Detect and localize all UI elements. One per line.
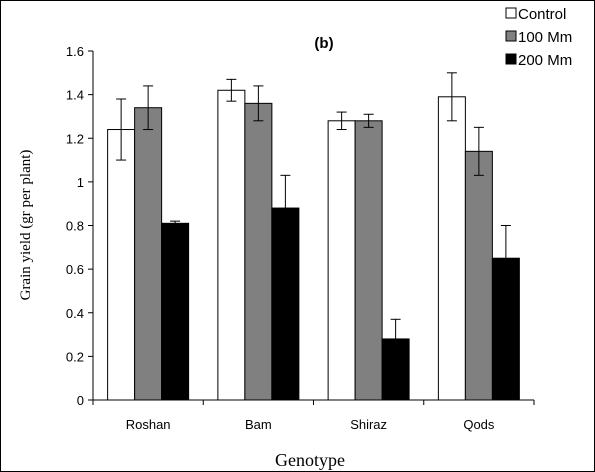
bar bbox=[327, 120, 356, 401]
y-tick-label: 0.4 bbox=[66, 306, 84, 321]
bar bbox=[437, 96, 466, 401]
x-axis: Roshan Bam Shiraz Qods bbox=[92, 399, 535, 432]
bar bbox=[161, 222, 190, 401]
legend-label-control: Control bbox=[518, 6, 566, 23]
x-tick-label: Qods bbox=[463, 417, 495, 432]
x-tick-label: Roshan bbox=[126, 417, 171, 432]
legend: Control 100 Mm 200 Mm bbox=[505, 6, 572, 69]
y-tick-label: 0 bbox=[77, 393, 84, 408]
y-tick-label: 0.2 bbox=[66, 349, 84, 364]
bar bbox=[271, 207, 300, 401]
legend-label-200mm: 200 Mm bbox=[518, 52, 572, 69]
bars-group bbox=[107, 89, 520, 401]
y-tick-label: 1 bbox=[77, 175, 84, 190]
y-tick-label: 1.4 bbox=[66, 88, 84, 103]
legend-label-100mm: 100 Mm bbox=[518, 29, 572, 46]
bar bbox=[464, 150, 493, 401]
legend-swatch-control bbox=[505, 7, 517, 19]
x-tick-label: Bam bbox=[245, 417, 272, 432]
y-tick-label: 1.6 bbox=[66, 44, 84, 59]
y-tick-label: 1.2 bbox=[66, 131, 84, 146]
y-axis-title: Grain yield (gr per plant) bbox=[18, 150, 34, 301]
x-tick-label: Shiraz bbox=[350, 417, 387, 432]
bar bbox=[354, 120, 383, 401]
x-axis-title: Genotype bbox=[275, 450, 345, 470]
panel-label: (b) bbox=[314, 35, 333, 52]
legend-swatch-100mm bbox=[505, 30, 517, 42]
y-tick-label: 0.6 bbox=[66, 262, 84, 277]
bar bbox=[217, 89, 246, 401]
bar bbox=[134, 107, 163, 401]
y-tick-label: 0.8 bbox=[66, 219, 84, 234]
bar bbox=[107, 129, 136, 401]
bar bbox=[244, 102, 273, 401]
legend-swatch-200mm bbox=[505, 53, 517, 65]
y-axis: 0 0.2 0.4 0.6 0.8 1 1.2 1.4 1.6 bbox=[66, 44, 94, 408]
error-bars-group bbox=[116, 72, 511, 360]
